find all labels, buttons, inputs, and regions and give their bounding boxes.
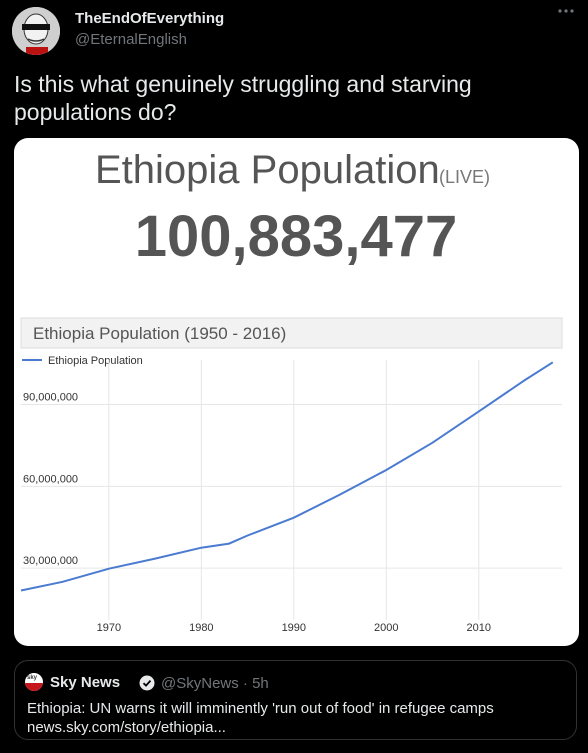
- x-tick-label: 2000: [374, 622, 398, 634]
- media-title: Ethiopia Population: [95, 148, 440, 192]
- population-counter: 100,883,477: [135, 204, 458, 269]
- avatar[interactable]: [12, 7, 60, 55]
- y-tick-label: 60,000,000: [23, 473, 78, 485]
- display-name[interactable]: TheEndOfEverything: [75, 10, 225, 27]
- tweet-text: Is this what genuinely struggling and st…: [14, 71, 472, 125]
- x-tick-label: 1970: [97, 622, 121, 634]
- live-tag: (LIVE): [439, 167, 490, 187]
- more-horizontal-icon[interactable]: [556, 4, 576, 22]
- chart-header: Ethiopia Population (1950 - 2016): [33, 324, 286, 343]
- avatar-face-icon: [12, 7, 60, 55]
- legend-label: Ethiopia Population: [48, 355, 143, 367]
- sky-news-logo-icon: sky: [25, 673, 43, 691]
- x-tick-label: 1980: [189, 622, 213, 634]
- meta-separator: ·: [238, 675, 253, 692]
- quote-source-name[interactable]: Sky News: [50, 674, 121, 691]
- quote-text: Ethiopia: UN warns it will imminently 'r…: [27, 699, 494, 737]
- x-tick-label: 2010: [467, 622, 491, 634]
- series-line: [20, 361, 554, 592]
- y-tick-label: 90,000,000: [23, 392, 78, 404]
- quote-meta: @SkyNews · 5h: [161, 675, 269, 692]
- quote-source-handle[interactable]: @SkyNews: [161, 675, 239, 692]
- population-chart: Ethiopia Population (LIVE) 100,883,477 E…: [20, 148, 563, 634]
- user-handle[interactable]: @EternalEnglish: [75, 31, 187, 48]
- y-tick-label: 30,000,000: [23, 555, 78, 567]
- verified-badge-icon: [139, 675, 155, 691]
- quote-headline: Ethiopia: UN warns it will imminently 'r…: [27, 700, 494, 717]
- quote-time: 5h: [252, 675, 269, 692]
- chart-header-bar: [20, 317, 563, 349]
- quote-link[interactable]: news.sky.com/story/ethiopia...: [27, 719, 226, 736]
- quoted-tweet[interactable]: sky Sky News @SkyNews · 5h Ethiopia: UN …: [14, 660, 577, 740]
- x-tick-label: 1990: [282, 622, 306, 634]
- media-image[interactable]: Ethiopia Population (LIVE) 100,883,477 E…: [14, 138, 579, 646]
